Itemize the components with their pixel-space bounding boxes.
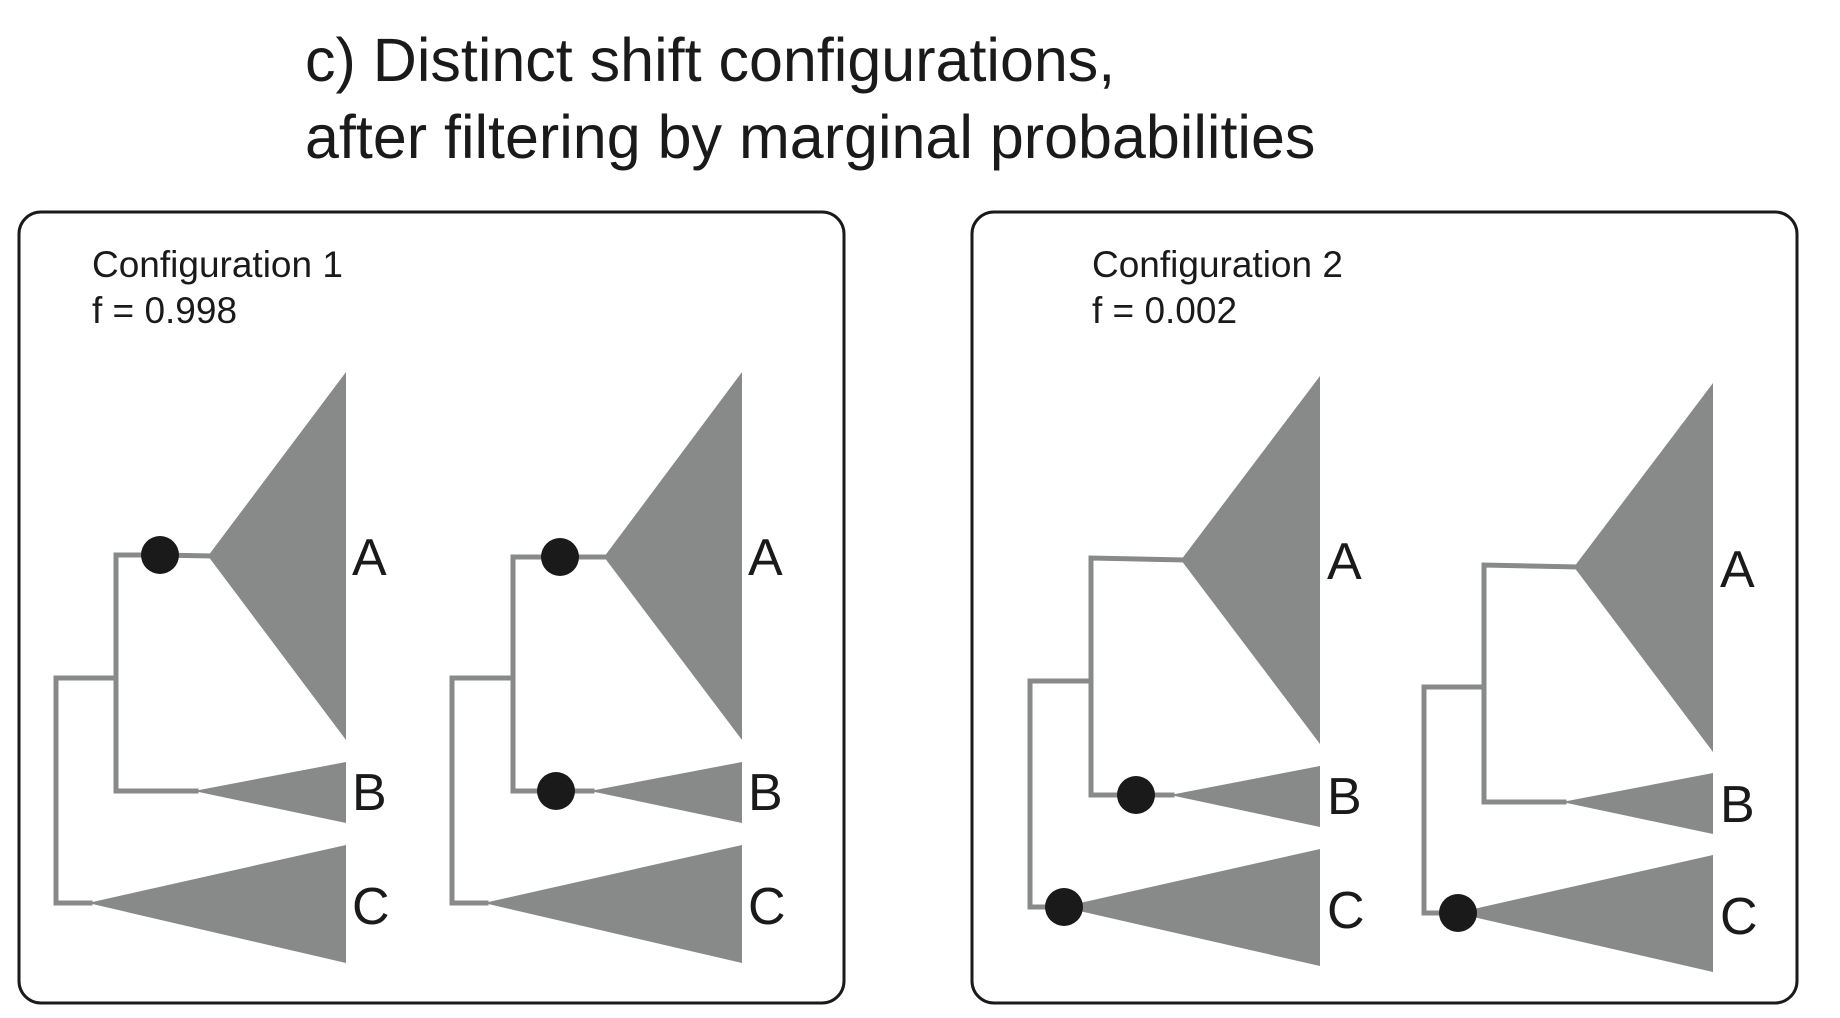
tree: A B C xyxy=(1421,383,1758,972)
clade-triangle-b xyxy=(590,762,742,823)
clade-label-a: A xyxy=(352,529,387,587)
clade-label-b: B xyxy=(1327,768,1362,826)
clade-label-c: C xyxy=(1720,888,1758,946)
clade-label-b: B xyxy=(748,764,783,822)
branch-ab-stem xyxy=(1481,562,1579,805)
clade-triangle-c xyxy=(1062,849,1320,966)
shift-marker-b xyxy=(537,772,575,810)
clade-triangle-c xyxy=(88,845,346,963)
clade-triangle-a xyxy=(1181,376,1320,744)
figure-title-line-2: after filtering by marginal probabilitie… xyxy=(305,103,1316,171)
clade-label-c: C xyxy=(352,878,390,936)
tree: A B C xyxy=(449,372,786,963)
panel-title: Configuration 1 xyxy=(92,244,343,285)
clade-triangle-b xyxy=(1562,773,1713,834)
panel-configuration-2: Configuration 2 f = 0.002 A B C xyxy=(970,210,1799,1005)
shift-marker-b xyxy=(1117,776,1155,814)
clade-label-c: C xyxy=(1327,882,1365,940)
panel-configuration-1: Configuration 1 f = 0.998 A B C xyxy=(17,210,846,1005)
clade-label-a: A xyxy=(1327,533,1362,591)
branch-ab-stem xyxy=(1088,555,1186,798)
clade-triangle-b xyxy=(194,762,346,823)
panel-title: Configuration 2 xyxy=(1092,244,1343,285)
clade-triangle-b xyxy=(1170,766,1320,827)
clade-label-a: A xyxy=(748,529,783,587)
panel-frequency: f = 0.002 xyxy=(1092,290,1237,331)
panel-box xyxy=(17,210,846,1005)
tree: A B C xyxy=(53,372,390,963)
shift-marker-c xyxy=(1045,888,1083,926)
branch-root-stem xyxy=(1027,678,1094,910)
shift-marker-c xyxy=(1439,894,1477,932)
branch-root-stem xyxy=(53,675,119,906)
figure-title: c) Distinct shift configurations, after … xyxy=(305,22,1315,176)
branch-root-stem xyxy=(449,675,516,906)
clade-triangle-c xyxy=(484,845,742,963)
branch-root-stem xyxy=(1421,684,1487,916)
clade-label-b: B xyxy=(352,764,387,822)
clade-triangle-c xyxy=(1456,855,1713,972)
shift-marker-a xyxy=(541,538,579,576)
figure-title-line-1: c) Distinct shift configurations, xyxy=(305,26,1116,94)
clade-label-b: B xyxy=(1720,776,1755,834)
clade-triangle-a xyxy=(1574,383,1713,752)
clade-triangle-a xyxy=(604,372,742,740)
tree: A B C xyxy=(1027,376,1365,966)
panel-frequency: f = 0.998 xyxy=(92,290,237,331)
clade-label-c: C xyxy=(748,878,786,936)
clade-triangle-a xyxy=(208,372,346,740)
shift-marker-a xyxy=(141,536,179,574)
clade-label-a: A xyxy=(1720,541,1755,599)
